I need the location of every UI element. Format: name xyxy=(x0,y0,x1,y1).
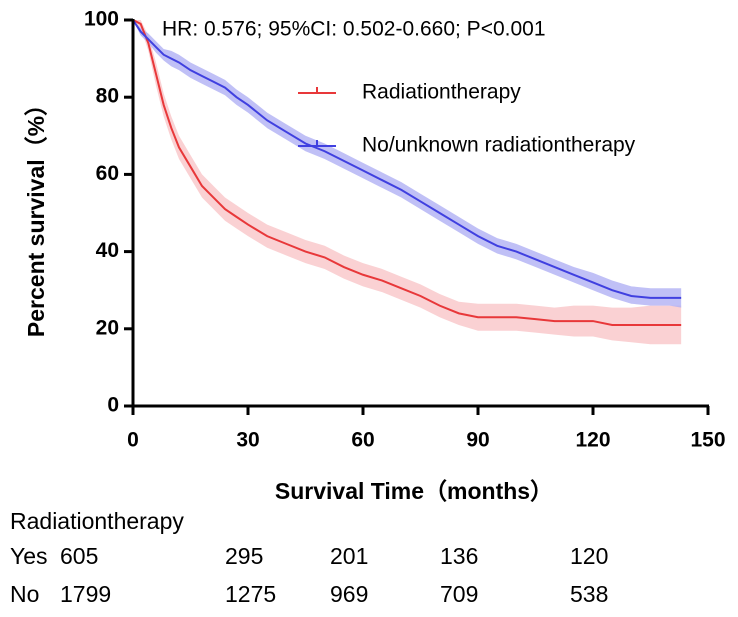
ci-band xyxy=(133,20,682,345)
risk-count: 709 xyxy=(440,581,478,607)
x-tick-label: 150 xyxy=(690,429,725,452)
y-tick-label: 40 xyxy=(96,239,119,262)
y-axis-title: Percent survival（%） xyxy=(23,93,49,337)
risk-count: 1799 xyxy=(60,581,111,607)
y-tick-label: 20 xyxy=(96,316,119,339)
x-tick-label: 90 xyxy=(466,429,489,452)
survival-line xyxy=(132,19,682,299)
y-tick-label: 100 xyxy=(84,8,119,31)
risk-count: 136 xyxy=(440,543,478,569)
risk-count: 201 xyxy=(330,543,368,569)
legend-label: Radiationtherapy xyxy=(362,81,521,104)
risk-count: 538 xyxy=(570,581,608,607)
risk-count: 605 xyxy=(60,543,98,569)
x-tick-label: 30 xyxy=(236,429,259,452)
annotation: HR: 0.576; 95%CI: 0.502-0.660; P<0.001 xyxy=(162,18,546,41)
risk-table-title: Radiationtherapy xyxy=(10,508,184,534)
risk-count: 969 xyxy=(330,581,368,607)
risk-count: 295 xyxy=(225,543,263,569)
risk-count: 120 xyxy=(570,543,608,569)
y-tick-label: 60 xyxy=(96,162,119,185)
risk-row-label: Yes xyxy=(10,543,48,569)
x-tick-label: 60 xyxy=(351,429,374,452)
y-tick-label: 80 xyxy=(96,85,119,108)
x-axis-title: Survival Time（months） xyxy=(275,478,553,504)
risk-row-label: No xyxy=(10,581,39,607)
risk-count: 1275 xyxy=(225,581,276,607)
legend-label: No/unknown radiationtherapy xyxy=(362,134,636,157)
x-tick-label: 120 xyxy=(575,429,610,452)
y-tick-label: 0 xyxy=(107,394,119,417)
ci-band xyxy=(133,20,682,308)
x-tick-label: 0 xyxy=(127,429,139,452)
survival-line xyxy=(132,19,682,326)
